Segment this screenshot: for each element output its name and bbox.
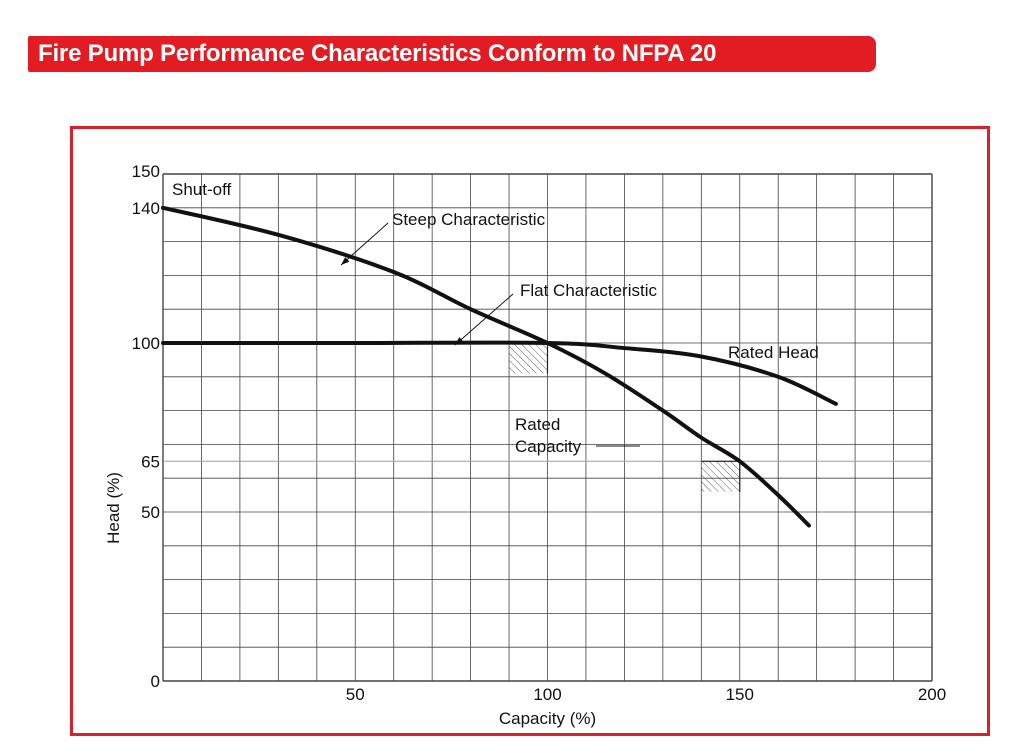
leader-lines — [340, 222, 640, 447]
flat-characteristic-line — [161, 340, 838, 406]
rating-hatch-box — [701, 461, 740, 492]
y-tick-label: 65 — [141, 452, 160, 471]
steep-characteristic-line — [161, 205, 811, 528]
leader-arrowhead — [341, 257, 350, 265]
steep-series-label: Steep Characteristic — [392, 210, 546, 229]
x-tick-label: 100 — [533, 685, 561, 704]
x-tick-label: 200 — [918, 685, 946, 704]
leader-line — [340, 222, 389, 266]
y-axis-label: Head (%) — [104, 472, 123, 544]
rated-head-label: Rated Head — [728, 343, 819, 362]
series-layer — [161, 205, 838, 528]
y-tick-label: 150 — [132, 162, 160, 181]
y-tick-label: 100 — [132, 334, 160, 353]
y-tick-label: 140 — [132, 199, 160, 218]
rating-hatch-box — [509, 343, 548, 374]
rated-capacity-label-line1: Rated — [515, 415, 560, 434]
x-axis-label: Capacity (%) — [499, 709, 596, 728]
y-tick-label: 0 — [151, 672, 160, 691]
x-tick-label: 150 — [726, 685, 754, 704]
page-title: Fire Pump Performance Characteristics Co… — [38, 40, 717, 67]
rated-capacity-label-line2: Capacity — [515, 437, 582, 456]
leader-arrowhead — [455, 337, 464, 345]
tick-labels: 50 100 150 200 0 50 65 100 140 150 — [132, 162, 947, 704]
leader-line — [454, 293, 514, 346]
shutoff-label: Shut-off — [172, 180, 232, 199]
hatch-boxes — [509, 342, 741, 492]
title-banner: Fire Pump Performance Characteristics Co… — [28, 36, 876, 72]
flat-series-label: Flat Characteristic — [520, 281, 657, 300]
chart-frame — [70, 126, 990, 736]
y-tick-label: 50 — [141, 503, 160, 522]
x-tick-label: 50 — [346, 685, 365, 704]
